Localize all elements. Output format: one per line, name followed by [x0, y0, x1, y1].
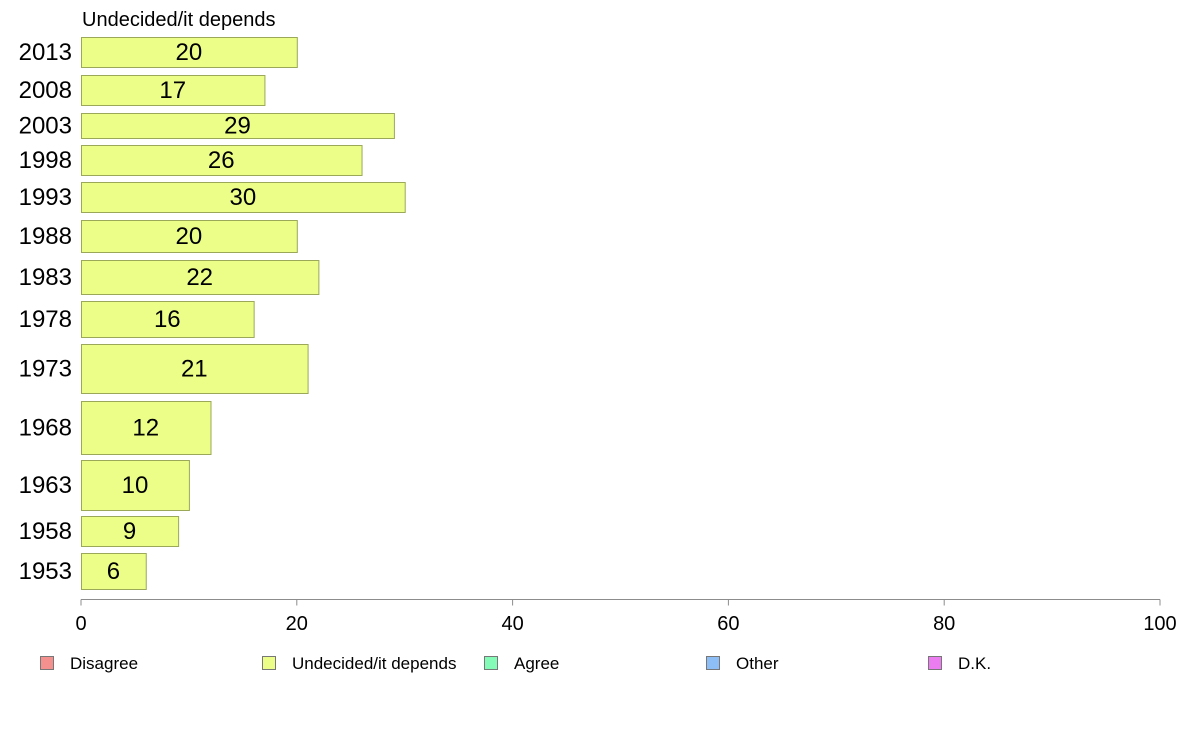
data-label-1973: 21: [181, 356, 208, 383]
data-label-1978: 16: [154, 306, 181, 333]
series-title: Undecided/it depends: [82, 9, 275, 31]
legend-swatch-undecided-it-depends: [262, 656, 276, 670]
data-label-1953: 6: [107, 558, 120, 585]
data-label-2013: 20: [176, 39, 203, 66]
data-label-1963: 10: [122, 472, 149, 499]
legend-swatch-disagree: [40, 656, 54, 670]
legend-label-disagree: Disagree: [70, 654, 138, 673]
category-label-1988: 1988: [19, 223, 72, 250]
bar-1973: [81, 344, 309, 394]
x-axis: 0 20 40 60 80 100: [75, 599, 1177, 635]
legend-swatch-agree: [484, 656, 498, 670]
x-tick-label-100: 100: [1143, 613, 1176, 635]
category-label-1983: 1983: [19, 264, 72, 291]
data-label-2008: 17: [159, 77, 186, 104]
category-label-1993: 1993: [19, 184, 72, 211]
legend-swatch-d-k: [928, 656, 942, 670]
category-label-1973: 1973: [19, 356, 72, 383]
category-label-1978: 1978: [19, 306, 72, 333]
bar-2003: [81, 113, 395, 139]
data-label-1993: 30: [229, 184, 256, 211]
legend: Disagree Undecided/it depends Agree Other D.…: [40, 654, 991, 673]
x-tick-label-60: 60: [717, 613, 739, 635]
data-label-1983: 22: [186, 264, 213, 291]
category-label-1963: 1963: [19, 472, 72, 499]
bar-1983: [81, 260, 320, 295]
x-tick-label-0: 0: [75, 613, 86, 635]
bar-1993: [81, 182, 406, 213]
data-label-1968: 12: [132, 415, 159, 442]
category-label-2013: 2013: [19, 39, 72, 66]
category-label-1953: 1953: [19, 558, 72, 585]
category-label-2003: 2003: [19, 113, 72, 140]
legend-label-d-k: D.K.: [958, 654, 991, 673]
category-label-1958: 1958: [19, 518, 72, 545]
x-tick-label-20: 20: [286, 613, 308, 635]
legend-label-other: Other: [736, 654, 779, 673]
bar-1963: [81, 460, 190, 511]
x-tick-label-40: 40: [501, 613, 523, 635]
category-label-2008: 2008: [19, 77, 72, 104]
legend-swatch-other: [706, 656, 720, 670]
legend-label-undecided-it-depends: Undecided/it depends: [292, 654, 456, 673]
bars-layer: 2013 20 2008 17 2003 29 1998 26 1993 30 1988 20 1983…: [19, 37, 406, 590]
bar-2008: [81, 75, 266, 106]
x-tick-label-80: 80: [933, 613, 955, 635]
data-label-2003: 29: [224, 113, 251, 140]
data-label-1998: 26: [208, 147, 235, 174]
bar-1953: [81, 553, 147, 590]
bar-1958: [81, 516, 180, 547]
bar-1978: [81, 301, 255, 338]
data-label-1958: 9: [123, 518, 136, 545]
category-label-1998: 1998: [19, 147, 72, 174]
data-label-1988: 20: [176, 223, 203, 250]
bar-2013: [81, 37, 298, 68]
bar-1968: [81, 401, 212, 455]
bar-1988: [81, 220, 298, 253]
bar-1998: [81, 145, 363, 176]
legend-label-agree: Agree: [514, 654, 559, 673]
category-label-1968: 1968: [19, 415, 72, 442]
